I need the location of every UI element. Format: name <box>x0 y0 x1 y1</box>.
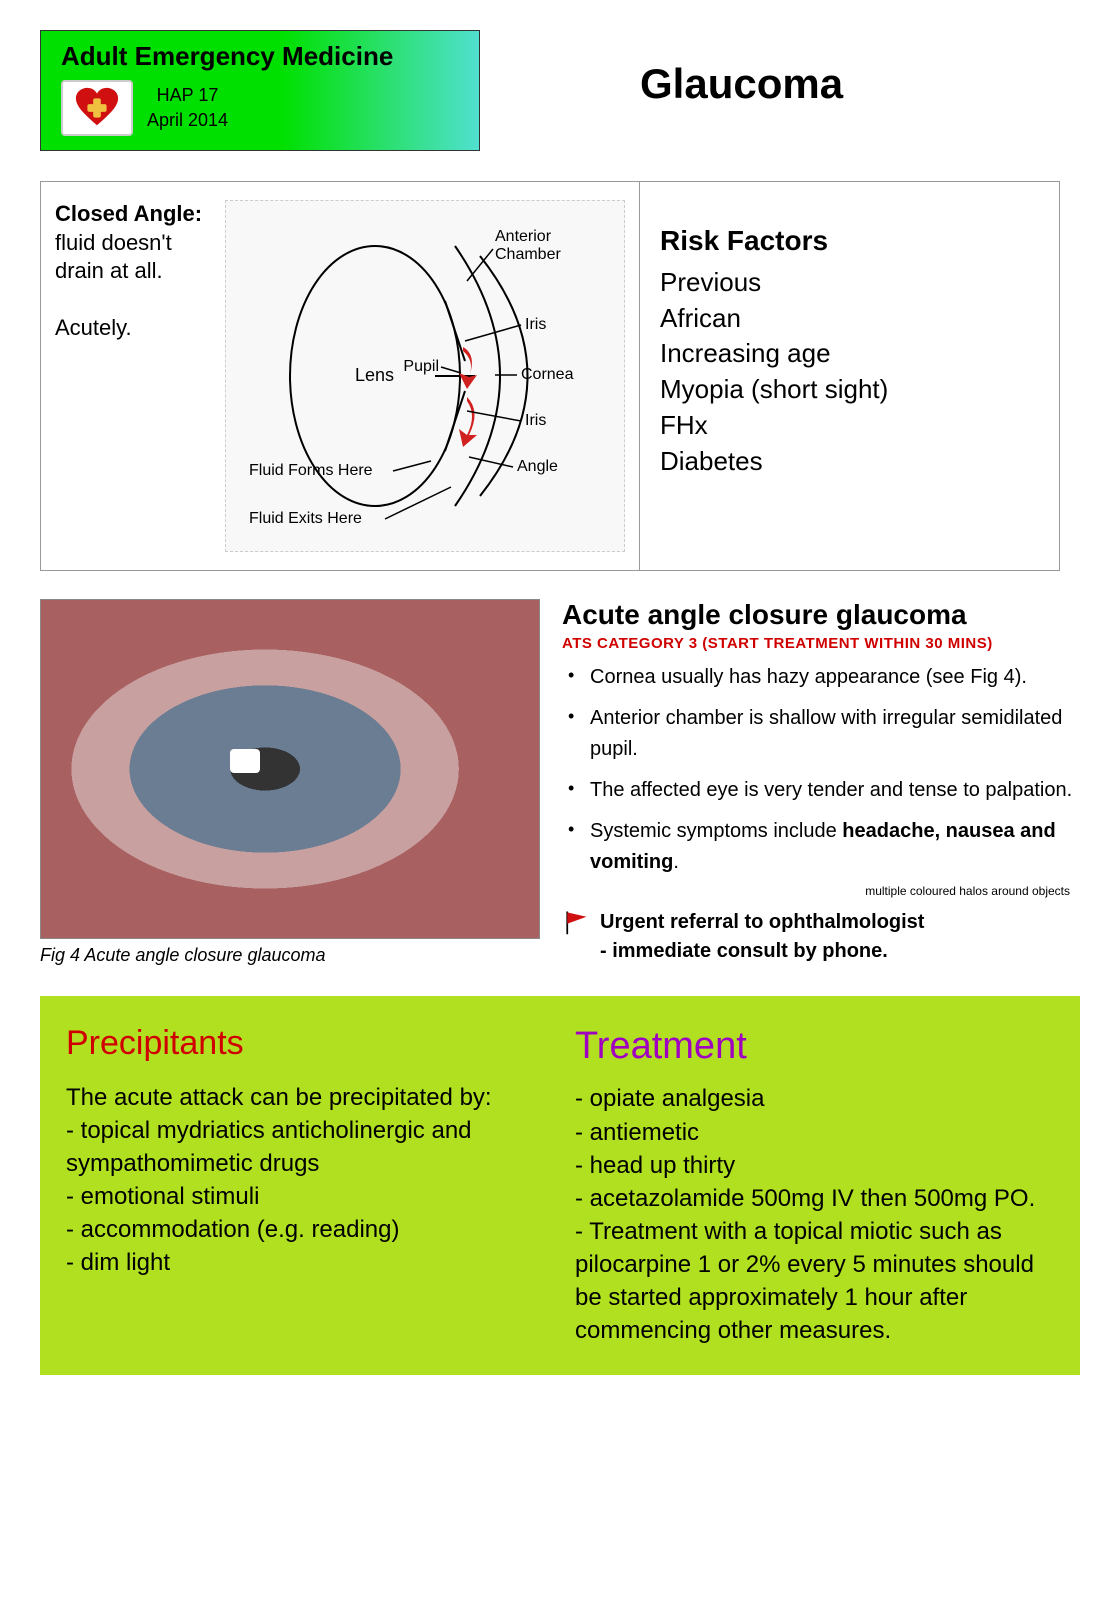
treatment-column: Treatment - opiate analgesia - antiemeti… <box>575 1020 1054 1347</box>
precip-item: - dim light <box>66 1246 545 1279</box>
closed-angle-label: Closed Angle: <box>55 201 202 226</box>
eye-photo <box>40 599 540 939</box>
precip-item: - accommodation (e.g. reading) <box>66 1213 545 1246</box>
svg-text:Iris: Iris <box>525 412 546 429</box>
header-box: Adult Emergency Medicine HAP 17 April 20… <box>40 30 480 151</box>
mid-row: Closed Angle: fluid doesn't drain at all… <box>40 181 1080 571</box>
svg-text:Fluid Forms Here: Fluid Forms Here <box>249 462 373 479</box>
svg-text:Cornea: Cornea <box>521 366 574 383</box>
bottom-box: Precipitants The acute attack can be pre… <box>40 996 1080 1375</box>
risk-item: Increasing age <box>660 336 1039 372</box>
header-sub: HAP 17 April 2014 <box>147 83 228 133</box>
svg-text:Iris: Iris <box>525 316 546 333</box>
precipitants-intro: The acute attack can be precipitated by: <box>66 1081 545 1114</box>
treatment-title: Treatment <box>575 1020 1054 1072</box>
ats-category: ATS CATEGORY 3 (START TREATMENT WITHIN 3… <box>562 635 1080 652</box>
risk-factors-box: Risk Factors Previous African Increasing… <box>640 181 1060 571</box>
header-title: Adult Emergency Medicine <box>61 41 459 72</box>
risk-item: Myopia (short sight) <box>660 372 1039 408</box>
red-flag-icon <box>562 908 590 936</box>
risk-item: African <box>660 301 1039 337</box>
svg-text:Fluid Exits Here: Fluid Exits Here <box>249 510 362 527</box>
urgent-line2: - immediate consult by phone. <box>600 940 888 962</box>
svg-text:Pupil: Pupil <box>403 358 439 375</box>
clinical-bullet: Systemic symptoms include headache, naus… <box>590 816 1080 878</box>
risk-item: Diabetes <box>660 444 1039 480</box>
figure-caption: Fig 4 Acute angle closure glaucoma <box>40 945 540 966</box>
figure-column: Fig 4 Acute angle closure glaucoma <box>40 599 540 966</box>
diagram-box: Closed Angle: fluid doesn't drain at all… <box>40 181 640 571</box>
clinical-title: Acute angle closure glaucoma <box>562 599 1080 631</box>
header-date: April 2014 <box>147 108 228 133</box>
closed-angle-line1: fluid doesn't drain at all. <box>55 230 172 284</box>
clinical-bullet: Anterior chamber is shallow with irregul… <box>590 703 1080 765</box>
clinical-bullet-list: Cornea usually has hazy appearance (see … <box>562 662 1080 878</box>
closed-angle-line2: Acutely. <box>55 315 132 340</box>
header-code: HAP 17 <box>147 83 228 108</box>
risk-factors-title: Risk Factors <box>660 222 1039 261</box>
precipitants-title: Precipitants <box>66 1020 545 1067</box>
svg-text:Angle: Angle <box>517 458 558 475</box>
clinical-column: Acute angle closure glaucoma ATS CATEGOR… <box>562 599 1080 966</box>
halo-note: multiple coloured halos around objects <box>562 884 1080 898</box>
heart-logo-icon <box>61 80 133 136</box>
clinical-row: Fig 4 Acute angle closure glaucoma Acute… <box>40 599 1080 966</box>
urgent-referral-row: Urgent referral to ophthalmologist - imm… <box>562 908 1080 966</box>
top-row: Adult Emergency Medicine HAP 17 April 20… <box>40 30 1080 151</box>
risk-item: Previous <box>660 265 1039 301</box>
svg-text:Anterior: Anterior <box>495 228 552 245</box>
treatment-item: - acetazolamide 500mg IV then 500mg PO. <box>575 1182 1054 1215</box>
urgent-line1: Urgent referral to ophthalmologist <box>600 911 924 933</box>
svg-text:Lens: Lens <box>355 365 394 385</box>
clinical-bullet: The affected eye is very tender and tens… <box>590 775 1080 806</box>
risk-item: FHx <box>660 408 1039 444</box>
urgent-text: Urgent referral to ophthalmologist - imm… <box>600 908 924 966</box>
clinical-bullet: Cornea usually has hazy appearance (see … <box>590 662 1080 693</box>
eye-anatomy-diagram: Anterior Chamber Iris Cornea Iris Angle … <box>225 200 625 552</box>
treatment-item: - head up thirty <box>575 1149 1054 1182</box>
treatment-item: - Treatment with a topical miotic such a… <box>575 1215 1054 1347</box>
page-title: Glaucoma <box>640 60 843 108</box>
svg-text:Chamber: Chamber <box>495 246 561 263</box>
closed-angle-text: Closed Angle: fluid doesn't drain at all… <box>55 200 215 552</box>
treatment-item: - antiemetic <box>575 1116 1054 1149</box>
precip-item: - emotional stimuli <box>66 1180 545 1213</box>
treatment-item: - opiate analgesia <box>575 1082 1054 1115</box>
precipitants-column: Precipitants The acute attack can be pre… <box>66 1020 545 1347</box>
precip-item: - topical mydriatics anticholinergic and… <box>66 1114 545 1180</box>
